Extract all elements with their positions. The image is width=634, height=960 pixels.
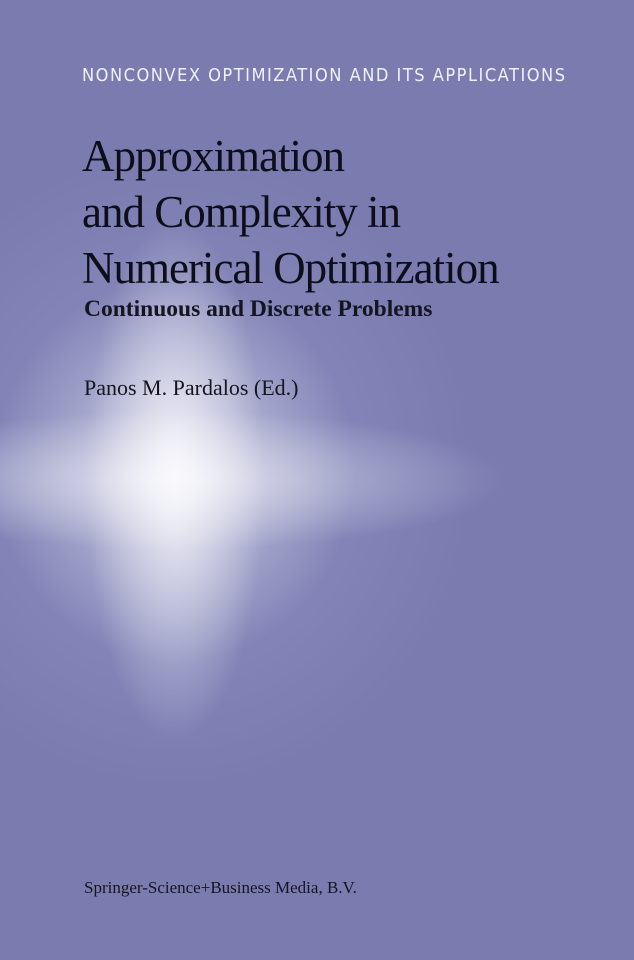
book-subtitle: Continuous and Discrete Problems [84,296,433,322]
book-title: Approximation and Complexity in Numerica… [82,128,500,296]
title-line: Approximation [82,131,345,181]
title-line: Numerical Optimization [82,243,500,293]
publisher: Springer-Science+Business Media, B.V. [84,878,357,897]
author: Panos M. Pardalos (Ed.) [84,375,299,400]
title-line: and Complexity in [82,187,401,237]
series-name: NONCONVEX OPTIMIZATION AND ITS APPLICATI… [82,66,567,86]
